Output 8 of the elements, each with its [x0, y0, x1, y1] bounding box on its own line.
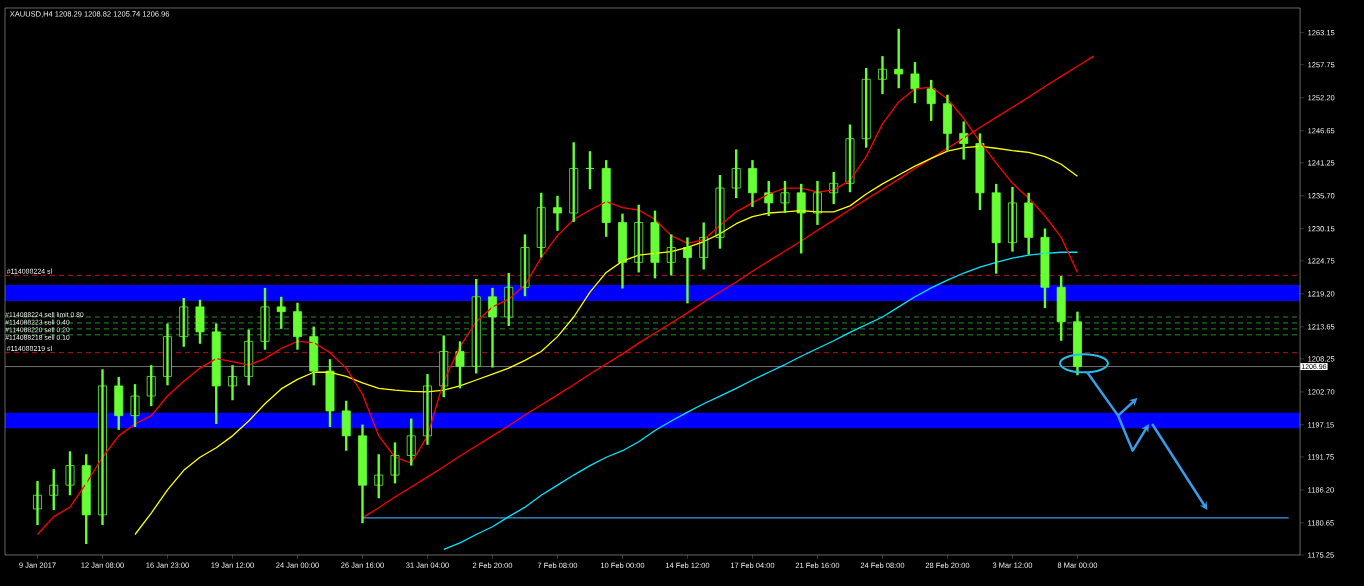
candlestick [130, 384, 140, 427]
candlestick [325, 359, 335, 427]
line-series [134, 145, 1079, 536]
candlestick [991, 183, 1001, 274]
candlestick [780, 180, 790, 214]
candlestick [260, 287, 270, 350]
candlestick [195, 299, 205, 344]
candlestick [65, 451, 75, 496]
